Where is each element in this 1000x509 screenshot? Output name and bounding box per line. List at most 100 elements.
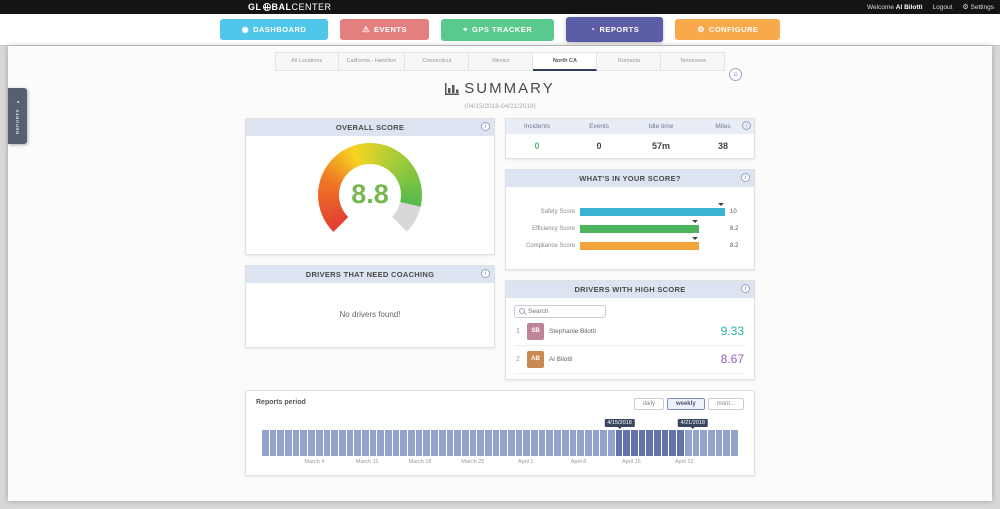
score-breakdown-header: WHAT'S IN YOUR SCORE? xyxy=(506,169,754,187)
daily-button[interactable]: daily xyxy=(633,397,664,410)
timeline-bar[interactable] xyxy=(546,429,554,456)
timeline-bar[interactable] xyxy=(607,429,615,456)
tab-tennessee[interactable]: Tennessee xyxy=(661,52,726,71)
timeline-bar[interactable] xyxy=(677,429,684,456)
timeline-bar[interactable] xyxy=(592,429,600,456)
overall-score-header: OVERALL SCORE xyxy=(246,118,494,136)
timeline-bar[interactable] xyxy=(654,429,661,456)
timeline-bar[interactable] xyxy=(308,429,315,456)
timeline-bar[interactable] xyxy=(431,429,438,456)
info-icon[interactable] xyxy=(741,283,750,293)
timeline-bar[interactable] xyxy=(569,429,577,456)
timeline-bar[interactable] xyxy=(369,429,377,456)
timeline-bar[interactable] xyxy=(484,429,492,456)
timeline-bar[interactable] xyxy=(361,429,369,456)
nav-events-button[interactable]: ⚠ EVENTS xyxy=(340,19,430,40)
timeline-bar[interactable] xyxy=(723,429,730,456)
nav-gps-tracker-button[interactable]: ⌖ GPS TRACKER xyxy=(441,18,555,41)
driver-row[interactable]: 1 SB Stephanie Bilotti 9.33 xyxy=(514,318,746,346)
timeline-bar[interactable] xyxy=(454,429,461,456)
reports-side-tab[interactable]: ◔ REPORTS xyxy=(8,88,27,144)
settings-link[interactable]: ⚙ Settings xyxy=(962,4,994,11)
timeline-bar[interactable] xyxy=(269,429,277,456)
stat-value-incidents: 0 xyxy=(534,140,540,151)
timeline-bar[interactable] xyxy=(277,429,285,456)
timeline-bar[interactable] xyxy=(554,429,561,456)
timeline-bar[interactable] xyxy=(508,429,515,456)
timeline-bar[interactable] xyxy=(423,429,431,456)
nav-reports-button[interactable]: ◔ REPORTS xyxy=(566,17,664,42)
timeline-bar[interactable] xyxy=(646,429,654,456)
timeline-bar[interactable] xyxy=(346,429,354,456)
timeline-bar[interactable] xyxy=(638,429,646,456)
info-icon[interactable] xyxy=(741,172,750,182)
timeline-bar[interactable] xyxy=(684,429,692,456)
timeline-bar[interactable] xyxy=(600,429,607,456)
timeline-bar[interactable] xyxy=(400,429,408,456)
timeline-bar[interactable] xyxy=(285,429,292,456)
axis-tick: April 1 xyxy=(517,458,534,465)
timeline-bar[interactable] xyxy=(661,429,669,456)
timeline-bar[interactable] xyxy=(492,429,500,456)
timeline-bar[interactable] xyxy=(531,429,538,456)
timeline-bar[interactable] xyxy=(461,429,469,456)
tab-romania[interactable]: Romania xyxy=(597,52,662,71)
timeline-bar[interactable] xyxy=(515,429,523,456)
logout-link[interactable]: Logout xyxy=(932,3,953,11)
timeline-bar[interactable] xyxy=(631,429,638,456)
timeline-bar[interactable] xyxy=(469,429,477,456)
timeline-bar[interactable] xyxy=(615,429,623,456)
timeline-bar[interactable] xyxy=(538,429,546,456)
stat-value-miles: 38 xyxy=(717,140,728,151)
timeline-bar[interactable] xyxy=(561,429,569,456)
timeline-bar[interactable] xyxy=(584,429,592,456)
timeline-bar[interactable] xyxy=(300,429,308,456)
nav-configure-button[interactable]: ⚙ CONFIGURE xyxy=(675,19,781,40)
timeline-bar[interactable] xyxy=(292,429,300,456)
timeline-bar[interactable] xyxy=(707,429,715,456)
tab-california-hamilton[interactable]: California - Hamilton xyxy=(338,52,406,71)
coaching-header: DRIVERS THAT NEED COACHING xyxy=(246,265,494,283)
timeline-bar[interactable] xyxy=(438,429,446,456)
overall-score-card: OVERALL SCORE 8.8 xyxy=(245,117,495,255)
timeline-bar[interactable] xyxy=(669,429,677,456)
timeline-bar[interactable] xyxy=(446,429,454,456)
timeline-bar[interactable] xyxy=(385,429,392,456)
timeline-bar[interactable] xyxy=(354,429,361,456)
timeline-bar[interactable] xyxy=(477,429,484,456)
reports-period-title: Reports period xyxy=(256,398,306,406)
timeline-bar[interactable] xyxy=(338,429,346,456)
driver-row[interactable]: 2 AB Al Bilotti 8.67 xyxy=(514,346,746,374)
timeline-bar[interactable] xyxy=(623,429,630,456)
timeline-bar[interactable] xyxy=(577,429,584,456)
tab-north-ca[interactable]: North CA xyxy=(533,52,598,71)
tab-all-locations[interactable]: All Locations xyxy=(274,52,339,71)
timeline-bar[interactable] xyxy=(408,429,415,456)
weekly-button[interactable]: weekly xyxy=(666,397,705,410)
timeline-bar[interactable] xyxy=(315,429,323,456)
timeline-bar[interactable] xyxy=(262,429,269,456)
pie-chart-icon: ◔ xyxy=(15,97,20,107)
timeline-bar[interactable] xyxy=(692,429,700,456)
timeline-bar[interactable] xyxy=(331,429,338,456)
info-icon[interactable] xyxy=(481,121,490,131)
location-tabs: All Locations California - Hamilton Conn… xyxy=(8,52,992,71)
monthly-button[interactable]: mont... xyxy=(707,397,744,410)
info-icon[interactable] xyxy=(481,268,490,278)
tab-mexico[interactable]: Mexico xyxy=(469,52,534,71)
timeline-bar[interactable] xyxy=(523,429,531,456)
timeline-bar[interactable] xyxy=(392,429,400,456)
timeline-bar[interactable] xyxy=(730,429,738,456)
timeline-bar[interactable] xyxy=(700,429,707,456)
timeline-bar[interactable] xyxy=(377,429,384,456)
nav-dashboard-button[interactable]: ◉ DASHBOARD xyxy=(219,19,329,40)
timeline-bar[interactable] xyxy=(500,429,507,456)
export-menu-icon[interactable]: ≡ xyxy=(729,68,742,81)
timeline-bar[interactable] xyxy=(715,429,723,456)
timeline-bar[interactable] xyxy=(323,429,331,456)
info-icon[interactable] xyxy=(742,120,751,130)
stat-header-miles: Miles xyxy=(715,122,731,130)
search-input[interactable] xyxy=(528,307,601,315)
tab-connecticut[interactable]: Connecticut xyxy=(405,52,470,71)
timeline-bar[interactable] xyxy=(415,429,423,456)
